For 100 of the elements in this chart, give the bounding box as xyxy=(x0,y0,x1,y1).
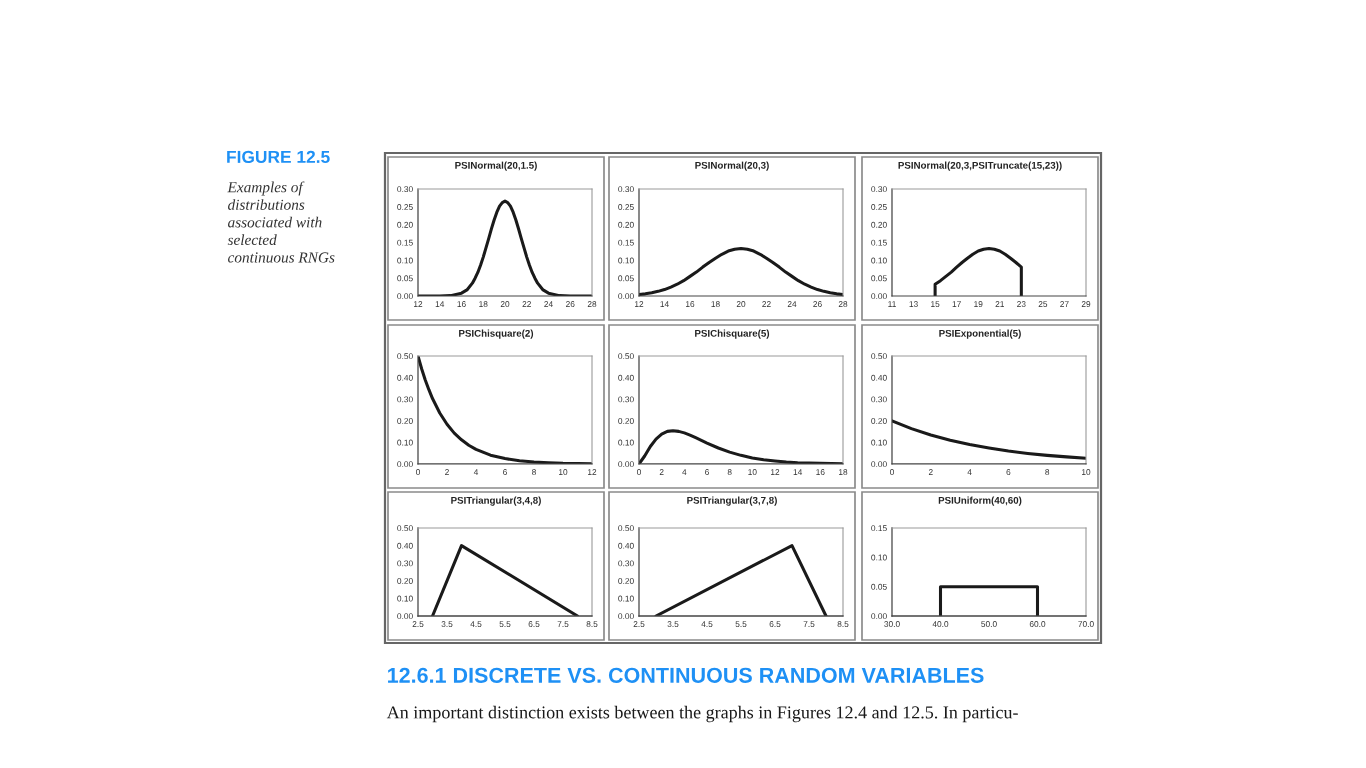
y-tick-label: 0.00 xyxy=(397,461,413,468)
y-tick-label: 0.00 xyxy=(871,293,887,300)
x-tick-label: 10 xyxy=(1082,469,1091,475)
x-tick-label: 4.5 xyxy=(470,621,482,627)
text: Examples of distributions associated with selected continuous RNGs xyxy=(227,181,335,263)
y-tick-label: 0.50 xyxy=(397,525,413,532)
y-tick-label: 0.30 xyxy=(397,560,413,567)
x-tick-label: 5.5 xyxy=(499,621,511,627)
x-tick-label: 19 xyxy=(974,301,983,307)
y-tick-label: 0.30 xyxy=(871,396,887,403)
x-tick-label: 12 xyxy=(588,469,597,475)
x-tick-label: 12 xyxy=(414,301,423,307)
y-tick-label: 0.10 xyxy=(618,439,634,446)
y-tick-label: 0.00 xyxy=(397,293,413,300)
y-tick-label: 0.05 xyxy=(618,275,634,282)
y-tick-label: 0.10 xyxy=(871,439,887,446)
x-tick-label: 2 xyxy=(659,469,664,475)
x-tick-label: 8 xyxy=(727,469,732,475)
y-tick-label: 0.00 xyxy=(618,461,634,468)
x-tick-label: 6 xyxy=(503,469,507,475)
y-tick-label: 0.20 xyxy=(397,578,413,584)
line-series xyxy=(933,247,1023,296)
x-tick-label: 23 xyxy=(1017,301,1026,307)
x-tick-label: 0 xyxy=(416,469,420,475)
x-tick-label: 28 xyxy=(587,301,597,307)
y-tick-label: 0.25 xyxy=(397,204,413,210)
y-tick-label: 0.10 xyxy=(397,595,413,602)
x-tick-label: 14 xyxy=(793,469,803,475)
x-tick-label: 70.0 xyxy=(1078,621,1094,627)
x-tick-label: 6 xyxy=(1006,469,1011,475)
y-tick-label: 0.15 xyxy=(871,525,887,532)
x-tick-label: 4 xyxy=(473,469,479,475)
chart-title: PSITriangular(3,7,8) xyxy=(687,496,777,506)
y-tick-label: 0.10 xyxy=(871,257,887,264)
x-tick-label: 28 xyxy=(838,301,848,307)
y-tick-label: 0.30 xyxy=(618,396,634,403)
x-tick-label: 8 xyxy=(532,469,536,475)
y-tick-label: 0.10 xyxy=(618,257,634,264)
y-tick-label: 0.20 xyxy=(397,418,413,424)
x-tick-label: 2.5 xyxy=(633,621,645,627)
text: An important distinction exists between the graphs in Figures 12.4 and 12.5. In particu- xyxy=(386,705,1018,723)
y-tick-label: 0.40 xyxy=(618,542,634,549)
y-tick-label: 0.50 xyxy=(618,353,634,360)
x-tick-label: 20 xyxy=(736,301,746,307)
y-tick-label: 0.00 xyxy=(871,461,887,468)
y-tick-label: 0.50 xyxy=(871,353,887,360)
x-tick-label: 22 xyxy=(522,301,531,307)
x-tick-label: 16 xyxy=(686,301,695,307)
x-tick-label: 14 xyxy=(660,301,669,307)
x-tick-label: 12 xyxy=(635,301,644,307)
y-tick-label: 0.40 xyxy=(618,374,634,381)
y-tick-label: 0.30 xyxy=(397,186,413,193)
y-tick-label: 0.00 xyxy=(618,613,634,620)
x-tick-label: 5.5 xyxy=(735,621,747,627)
x-tick-label: 17 xyxy=(952,301,961,307)
x-tick-label: 0 xyxy=(637,469,641,475)
chart-title: PSIChisquare(2) xyxy=(459,329,534,339)
chart-title: PSIUniform(40,60) xyxy=(938,496,1022,506)
x-tick-label: 8.5 xyxy=(586,621,598,627)
text: 12.6.1 DISCRETE VS. CONTINUOUS RANDOM VARIABLES xyxy=(388,667,984,683)
x-tick-label: 26 xyxy=(813,301,822,307)
x-tick-label: 14 xyxy=(435,301,445,307)
chart-title: PSITriangular(3,4,8) xyxy=(451,496,541,506)
y-tick-label: 0.10 xyxy=(397,439,413,446)
chart-title: PSINormal(20,3) xyxy=(695,161,769,171)
x-tick-label: 21 xyxy=(995,301,1005,307)
line-series xyxy=(892,419,1086,460)
x-tick-label: 16 xyxy=(457,301,466,307)
y-tick-label: 0.20 xyxy=(871,418,887,424)
x-tick-label: 3.5 xyxy=(441,621,453,627)
y-tick-label: 0.50 xyxy=(397,353,413,360)
x-tick-label: 6.5 xyxy=(528,621,540,627)
y-tick-label: 0.05 xyxy=(871,583,887,590)
chart-title: PSINormal(20,3,PSITruncate(15,23)) xyxy=(898,161,1062,171)
x-tick-label: 11 xyxy=(888,301,896,307)
y-tick-label: 0.30 xyxy=(618,560,634,567)
y-tick-label: 0.30 xyxy=(871,186,887,193)
x-tick-label: 12 xyxy=(771,469,780,475)
x-tick-label: 50.0 xyxy=(981,621,997,627)
y-tick-label: 0.20 xyxy=(618,418,634,424)
x-tick-label: 25 xyxy=(1038,301,1048,307)
y-tick-label: 0.10 xyxy=(871,554,887,561)
text: FIGURE 12.5 xyxy=(227,150,330,164)
y-tick-label: 0.00 xyxy=(397,613,413,620)
y-tick-label: 0.25 xyxy=(618,204,634,210)
x-tick-label: 22 xyxy=(762,301,771,307)
x-tick-label: 24 xyxy=(544,301,553,307)
chart-title: PSIExponential(5) xyxy=(939,329,1021,339)
x-tick-label: 8.5 xyxy=(837,621,849,627)
y-tick-label: 0.05 xyxy=(871,275,887,282)
y-tick-label: 0.20 xyxy=(397,221,413,228)
x-tick-label: 6 xyxy=(705,469,709,475)
y-tick-label: 0.40 xyxy=(397,374,413,381)
y-tick-label: 0.25 xyxy=(871,204,887,210)
y-tick-label: 0.30 xyxy=(397,396,413,403)
x-tick-label: 3.5 xyxy=(667,621,679,627)
x-tick-label: 2 xyxy=(928,469,933,475)
x-tick-label: 24 xyxy=(787,301,797,307)
x-tick-label: 15 xyxy=(931,301,940,307)
y-tick-label: 0.00 xyxy=(618,293,634,300)
